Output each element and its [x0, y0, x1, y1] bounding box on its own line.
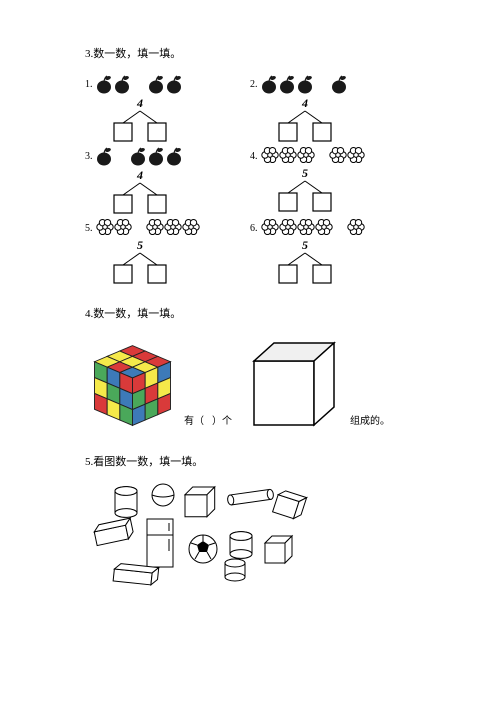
section-4-row: 有（ ）个 组成的。 [85, 333, 415, 433]
number-bond: 4 [270, 96, 340, 143]
sub-question: 6. 5 [250, 217, 415, 285]
number-bond: 4 [105, 168, 175, 215]
cube-icon [236, 333, 346, 433]
text-left: 有（ [180, 412, 208, 433]
sub-label: 1. [85, 79, 93, 90]
rubiks-cube-icon [85, 338, 180, 433]
sub-label: 5. [85, 223, 93, 234]
shapes-svg [85, 481, 320, 586]
sub-label: 3. [85, 151, 93, 162]
sub-question: 2. 4 [250, 73, 415, 143]
section-3-grid: 1. 4 2. 4 3. 4 [85, 73, 415, 287]
sub-question: 3. 4 [85, 145, 250, 215]
section-3-title: 3.数一数，填一填。 [85, 45, 415, 61]
sub-question: 1. 4 [85, 73, 250, 143]
apple-row [95, 73, 189, 98]
sub-label: 4. [250, 151, 258, 162]
text-right: 组成的。 [346, 412, 394, 433]
text-mid: ）个 [208, 412, 236, 433]
apple-row [95, 145, 189, 170]
section-3: 3.数一数，填一填。 1. 4 2. 4 3. 4 [85, 45, 415, 287]
section-5-title: 5.看图数一数，填一填。 [85, 453, 415, 469]
shapes-collection [85, 481, 320, 586]
apple-row [260, 73, 354, 98]
sub-label: 2. [250, 79, 258, 90]
number-bond: 4 [105, 96, 175, 143]
flower-row [260, 217, 368, 240]
worksheet-page: 3.数一数，填一填。 1. 4 2. 4 3. 4 [0, 0, 500, 707]
sub-question: 4. 5 [250, 145, 415, 215]
flower-row [260, 145, 368, 168]
flower-row [95, 217, 203, 240]
section-4-title: 4.数一数，填一填。 [85, 305, 415, 321]
number-bond: 5 [270, 238, 340, 285]
section-5: 5.看图数一数，填一填。 [85, 453, 415, 586]
number-bond: 5 [270, 166, 340, 213]
section-4: 4.数一数，填一填。 有（ ）个 组成的。 [85, 305, 415, 433]
sub-question: 5. 5 [85, 217, 250, 285]
sub-label: 6. [250, 223, 258, 234]
number-bond: 5 [105, 238, 175, 285]
